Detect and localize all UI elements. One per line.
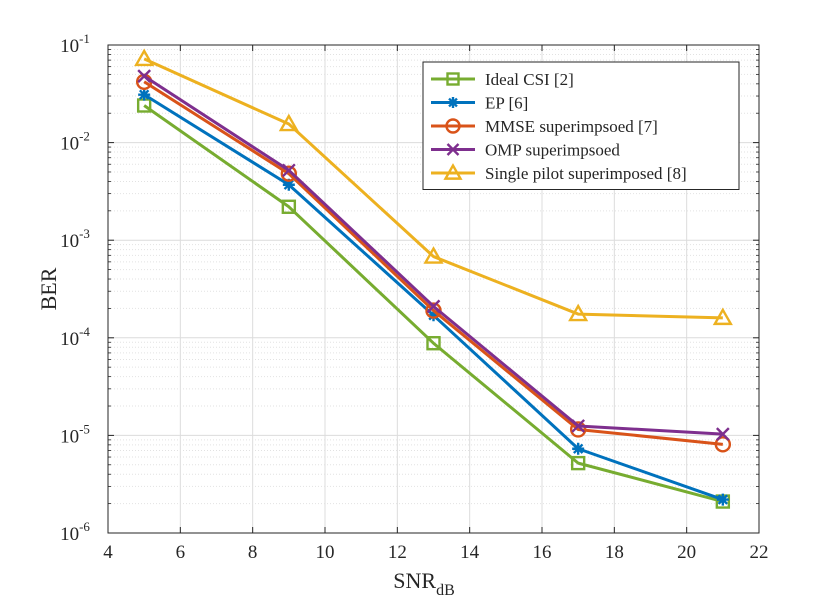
marker-asterisk <box>427 309 440 322</box>
marker-asterisk <box>447 97 459 108</box>
y-tick-label: 10-6 <box>60 519 90 545</box>
y-axis-label: BER <box>36 267 61 310</box>
data-point <box>138 88 151 101</box>
y-tick-label: 10-5 <box>60 421 90 447</box>
x-tick-label: 12 <box>388 542 407 563</box>
x-tick-label: 14 <box>460 542 480 563</box>
data-point <box>280 165 298 182</box>
marker-x <box>571 419 586 433</box>
data-point <box>427 309 440 322</box>
x-tick-label: 20 <box>677 542 696 563</box>
legend: Ideal CSI [2] EP [6] MMSE superimpsoed [7]… <box>422 61 740 190</box>
x-tick-label: 10 <box>316 542 335 563</box>
series-4 <box>134 48 733 326</box>
data-point <box>716 493 729 506</box>
data-point <box>281 163 296 178</box>
series-0 <box>136 98 731 509</box>
y-tick-label: 10-1 <box>60 31 90 57</box>
data-point <box>134 48 155 67</box>
series-1 <box>138 88 729 506</box>
ticks <box>107 44 760 534</box>
marker-square <box>426 336 441 351</box>
series-3 <box>137 69 730 441</box>
marker-x <box>446 143 460 156</box>
marker-circle <box>280 165 298 182</box>
legend-item: Ideal CSI [2] <box>431 70 574 89</box>
x-axis-label: SNRdB <box>393 568 454 599</box>
legend-label: OMP superimpsoed <box>485 141 620 160</box>
y-tick-label: 10-3 <box>60 226 90 252</box>
data-point <box>282 178 295 191</box>
series-line <box>143 104 724 504</box>
data-point <box>426 336 441 351</box>
data-point <box>281 199 297 214</box>
marker-triangle <box>134 48 155 67</box>
legend-item: MMSE superimpsoed [7] <box>431 117 658 136</box>
marker-circle <box>569 421 587 438</box>
data-point <box>712 307 733 326</box>
data-point <box>570 455 586 471</box>
marker-triangle <box>278 113 299 132</box>
x-tick-label: 8 <box>248 542 258 563</box>
legend-item: Single pilot superimposed [8] <box>431 163 687 183</box>
data-point <box>571 419 586 433</box>
marker-triangle <box>443 163 463 180</box>
data-point <box>137 69 152 83</box>
marker-square <box>570 455 586 471</box>
data-point <box>715 427 730 441</box>
marker-square <box>281 199 297 214</box>
x-tick-label: 16 <box>533 542 552 563</box>
x-tick-label: 4 <box>103 542 113 563</box>
y-tick-label: 10-4 <box>60 324 90 350</box>
legend-label: Single pilot superimposed [8] <box>485 164 687 183</box>
data-point <box>568 303 589 322</box>
marker-triangle <box>712 307 733 326</box>
marker-asterisk <box>282 178 295 191</box>
y-tick-label: 10-2 <box>60 129 90 155</box>
series-line <box>143 57 723 320</box>
x-tick-label: 22 <box>750 542 769 563</box>
series-layer <box>134 48 733 509</box>
marker-x <box>281 163 296 178</box>
legend-item: OMP superimpsoed <box>431 141 620 160</box>
x-tick-labels: 4 6 8 10 12 14 16 18 20 22 <box>103 542 768 563</box>
marker-triangle <box>423 246 444 264</box>
marker-asterisk <box>572 442 585 455</box>
legend-item: EP [6] <box>431 94 528 113</box>
marker-x <box>426 299 441 314</box>
y-tick-labels: 10-6 10-5 10-4 10-3 10-2 10-1 <box>60 31 90 545</box>
legend-box <box>422 61 740 190</box>
data-point <box>714 436 732 453</box>
data-point <box>426 299 441 314</box>
marker-circle <box>445 118 461 134</box>
x-tick-label: 6 <box>176 542 186 563</box>
marker-square <box>446 72 460 86</box>
legend-label: MMSE superimpsoed [7] <box>485 117 658 136</box>
legend-label: EP [6] <box>485 94 528 113</box>
marker-asterisk <box>716 493 729 506</box>
series-line <box>143 80 723 446</box>
data-point <box>423 246 444 264</box>
marker-x <box>137 69 152 83</box>
marker-asterisk <box>138 88 151 101</box>
marker-x <box>715 427 730 441</box>
marker-circle <box>714 436 732 453</box>
plot-frame <box>107 44 760 534</box>
data-point <box>278 113 299 132</box>
legend-label: Ideal CSI [2] <box>485 70 574 89</box>
data-point <box>572 442 585 455</box>
data-point <box>569 421 587 438</box>
marker-triangle <box>568 303 589 322</box>
x-tick-label: 18 <box>605 542 624 563</box>
